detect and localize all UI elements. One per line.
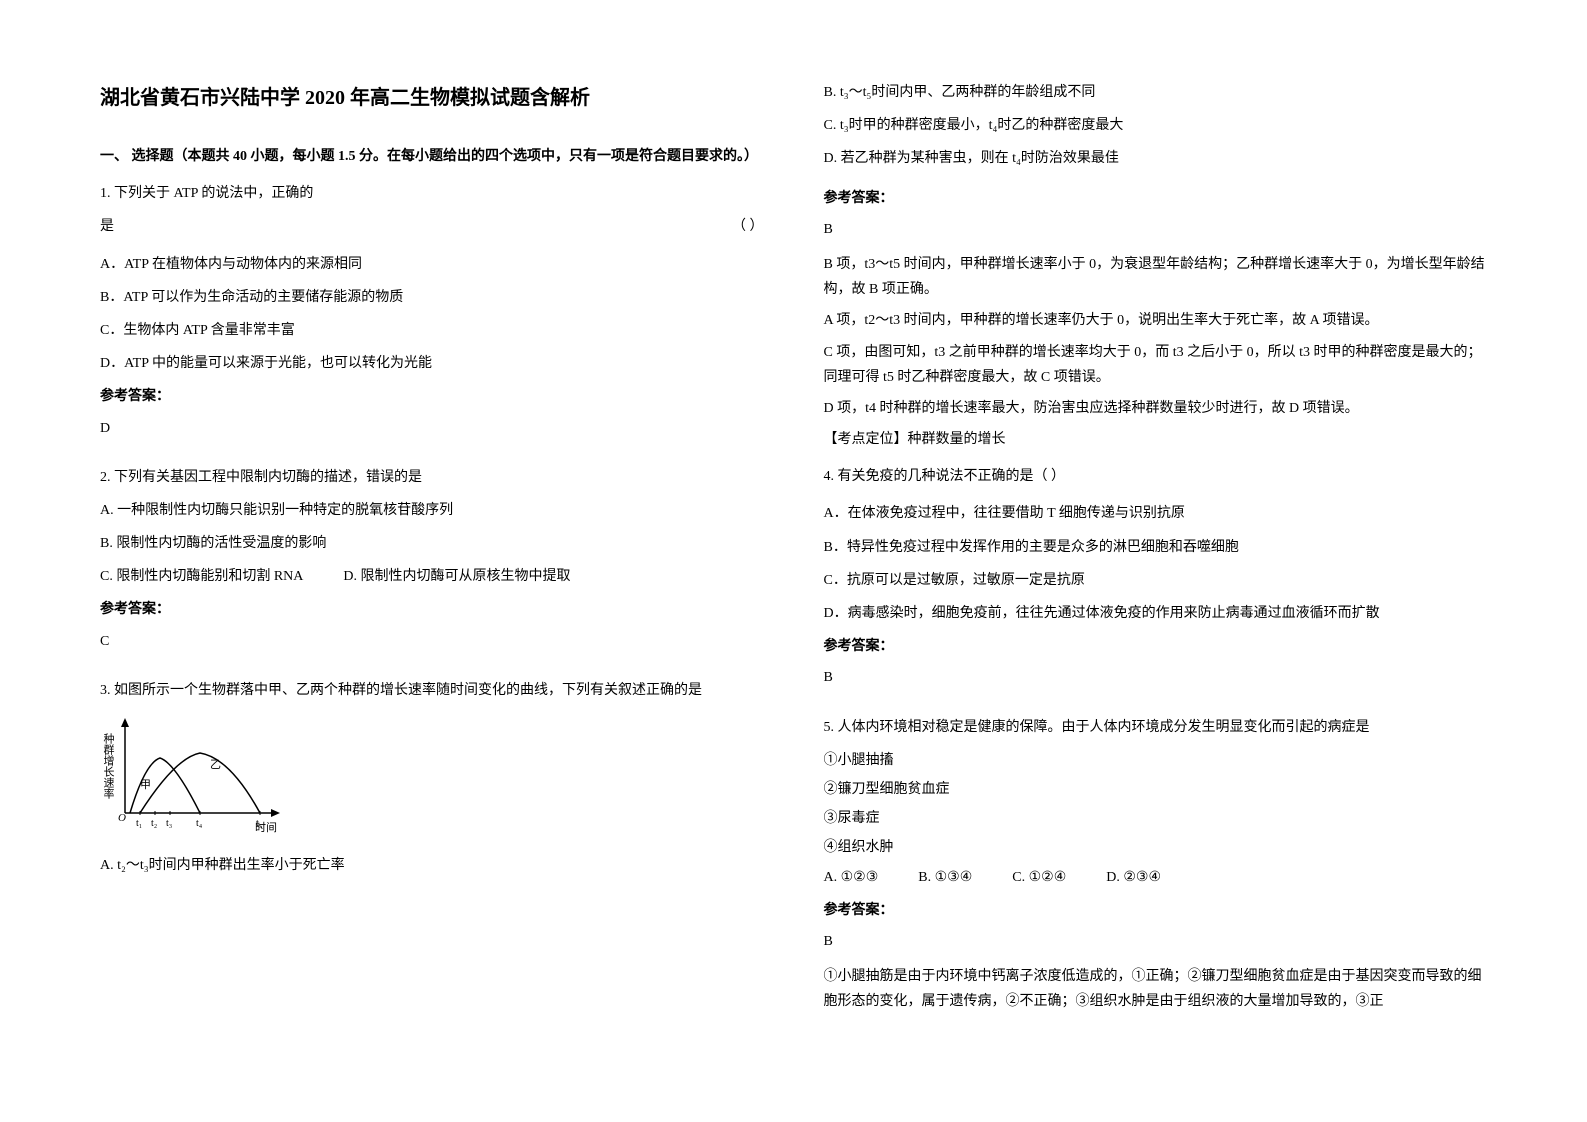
- question-5: 5. 人体内环境相对稳定是健康的保障。由于人体内环境成分发生明显变化而引起的病症…: [824, 715, 1488, 1021]
- tick-t4: t₄: [196, 818, 203, 829]
- option-b: B．特异性免疫过程中发挥作用的主要是众多的淋巴细胞和吞噬细胞: [824, 535, 1488, 560]
- option-b: B. t₃～t₅时间内甲、乙两种群的年龄组成不同: [824, 80, 1488, 105]
- option-a: A. 一种限制性内切酶只能识别一种特定的脱氧核苷酸序列: [100, 498, 764, 523]
- answer-value: D: [100, 416, 764, 441]
- answer-value: B: [824, 217, 1488, 242]
- tick-t2: t₂: [151, 818, 157, 829]
- answer-value: C: [100, 629, 764, 654]
- question-3: 3. 如图所示一个生物群落中甲、乙两个种群的增长速率随时间变化的曲线，下列有关叙…: [100, 678, 764, 886]
- answer-label: 参考答案：: [824, 186, 1488, 211]
- option-d: D. ②③④: [1106, 865, 1161, 890]
- right-column: B. t₃～t₅时间内甲、乙两种群的年龄组成不同 C. t₃时甲的种群密度最小，…: [824, 80, 1488, 1042]
- answer-value: B: [824, 929, 1488, 954]
- answer-label: 参考答案：: [824, 634, 1488, 659]
- question-text: 4. 有关免疫的几种说法不正确的是（ ）: [824, 464, 1488, 489]
- y-axis-label: 种群增长速率: [102, 732, 115, 800]
- option-b: B. ①③④: [918, 865, 972, 890]
- question-2: 2. 下列有关基因工程中限制内切酶的描述，错误的是 A. 一种限制性内切酶只能识…: [100, 465, 764, 664]
- origin-label: O: [118, 812, 126, 824]
- item-2: ②镰刀型细胞贫血症: [824, 777, 1488, 802]
- answer-value: B: [824, 665, 1488, 690]
- option-d: D. 若乙种群为某种害虫，则在 t₄时防治效果最佳: [824, 146, 1488, 171]
- option-c: C. 限制性内切酶能别和切割 RNA: [100, 564, 303, 589]
- tick-t3: t₃: [166, 818, 172, 829]
- option-b: B．ATP 可以作为生命活动的主要储存能源的物质: [100, 285, 764, 310]
- explanation-3: C 项，由图可知，t3 之前甲种群的增长速率均大于 0，而 t3 之后小于 0，…: [824, 340, 1488, 390]
- label-jia: 甲: [140, 779, 151, 791]
- option-a: A. t₂～t₃时间内甲种群出生率小于死亡率: [100, 853, 764, 878]
- explanation-5: 【考点定位】种群数量的增长: [824, 427, 1488, 452]
- label-yi: 乙: [210, 758, 221, 771]
- item-3: ③尿毒症: [824, 806, 1488, 831]
- option-c: C．生物体内 ATP 含量非常丰富: [100, 318, 764, 343]
- question-text: 2. 下列有关基因工程中限制内切酶的描述，错误的是: [100, 465, 764, 490]
- explanation-1: B 项，t3～t5 时间内，甲种群增长速率小于 0，为衰退型年龄结构；乙种群增长…: [824, 252, 1488, 302]
- option-d: D. 限制性内切酶可从原核生物中提取: [343, 564, 570, 589]
- chart-svg: 种群增长速率 时间 O 甲 乙 t₁ t₂ t₃ t₄ t₅: [100, 713, 300, 843]
- options-row: A. ①②③ B. ①③④ C. ①②④ D. ②③④: [824, 865, 1488, 890]
- answer-label: 参考答案：: [100, 384, 764, 409]
- left-column: 湖北省黄石市兴陆中学 2020 年高二生物模拟试题含解析 一、 选择题（本题共 …: [100, 80, 764, 1042]
- text-right: （ ）: [732, 214, 764, 239]
- options-cd-row: C. 限制性内切酶能别和切割 RNA D. 限制性内切酶可从原核生物中提取: [100, 564, 764, 589]
- explanation-2: A 项，t2～t3 时间内，甲种群的增长速率仍大于 0，说明出生率大于死亡率，故…: [824, 308, 1488, 333]
- question-text: 3. 如图所示一个生物群落中甲、乙两个种群的增长速率随时间变化的曲线，下列有关叙…: [100, 678, 764, 703]
- option-d: D．ATP 中的能量可以来源于光能，也可以转化为光能: [100, 351, 764, 376]
- question-text: 5. 人体内环境相对稳定是健康的保障。由于人体内环境成分发生明显变化而引起的病症…: [824, 715, 1488, 740]
- option-d: D．病毒感染时，细胞免疫前，往往先通过体液免疫的作用来防止病毒通过血液循环而扩散: [824, 601, 1488, 626]
- option-a: A．在体液免疫过程中，往往要借助 T 细胞传递与识别抗原: [824, 501, 1488, 526]
- explanation-1: ①小腿抽筋是由于内环境中钙离子浓度低造成的，①正确；②镰刀型细胞贫血症是由于基因…: [824, 964, 1488, 1014]
- option-c: C. t₃时甲的种群密度最小，t₄时乙的种群密度最大: [824, 113, 1488, 138]
- option-a: A．ATP 在植物体内与动物体内的来源相同: [100, 252, 764, 277]
- option-c: C．抗原可以是过敏原，过敏原一定是抗原: [824, 568, 1488, 593]
- page-title: 湖北省黄石市兴陆中学 2020 年高二生物模拟试题含解析: [100, 80, 764, 116]
- question-text-spread: 是 （ ）: [100, 214, 764, 239]
- curve-yi: [140, 753, 260, 813]
- item-4: ④组织水肿: [824, 835, 1488, 860]
- item-1: ①小腿抽搐: [824, 748, 1488, 773]
- question-4: 4. 有关免疫的几种说法不正确的是（ ） A．在体液免疫过程中，往往要借助 T …: [824, 464, 1488, 700]
- section-header: 一、 选择题（本题共 40 小题，每小题 1.5 分。在每小题给出的四个选项中，…: [100, 144, 764, 169]
- text-left: 是: [100, 214, 114, 239]
- tick-t5: t₅: [256, 818, 262, 829]
- option-a: A. ①②③: [824, 865, 879, 890]
- option-c: C. ①②④: [1012, 865, 1066, 890]
- growth-rate-chart: 种群增长速率 时间 O 甲 乙 t₁ t₂ t₃ t₄ t₅: [100, 713, 764, 843]
- tick-t1: t₁: [136, 818, 142, 829]
- answer-label: 参考答案：: [100, 597, 764, 622]
- question-text: 1. 下列关于 ATP 的说法中，正确的: [100, 181, 764, 206]
- question-1: 1. 下列关于 ATP 的说法中，正确的 是 （ ） A．ATP 在植物体内与动…: [100, 181, 764, 451]
- answer-label: 参考答案：: [824, 898, 1488, 923]
- explanation-4: D 项，t4 时种群的增长速率最大，防治害虫应选择种群数量较少时进行，故 D 项…: [824, 396, 1488, 421]
- option-b: B. 限制性内切酶的活性受温度的影响: [100, 531, 764, 556]
